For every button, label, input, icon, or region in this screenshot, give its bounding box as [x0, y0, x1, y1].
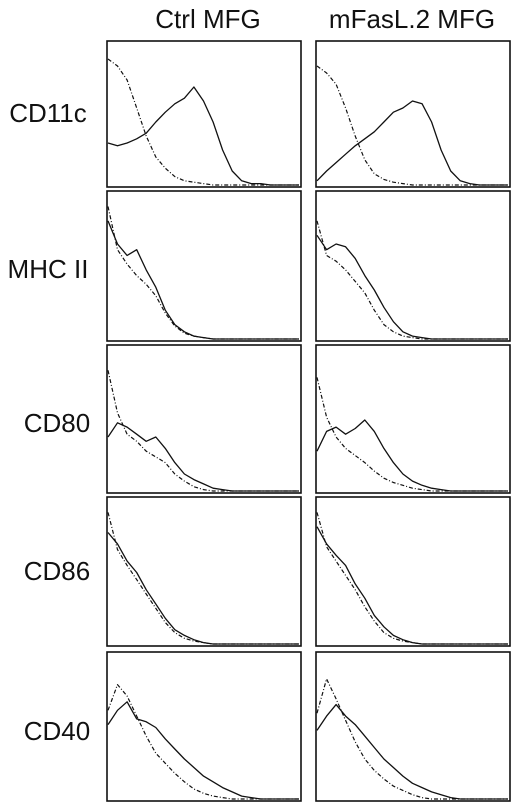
- panel-cd80-mfasl-2-mfg-frame: [315, 344, 511, 494]
- panel-cd11c-mfasl-2-mfg-frame: [315, 40, 511, 188]
- panel-cd86-mfasl-2-mfg-solid-histogram: [316, 526, 508, 645]
- panel-cd80-ctrl-mfg-frame: [106, 344, 302, 494]
- panel-cd40-mfasl-2-mfg-frame: [315, 651, 511, 802]
- column-title-ctrl-mfg: Ctrl MFG: [155, 4, 260, 34]
- panel-mhc-ii-mfasl-2-mfg-dashed-histogram: [316, 220, 508, 340]
- panel-cd80-mfasl-2-mfg-solid-histogram: [316, 419, 508, 492]
- row-label-cd11c: CD11c: [9, 98, 87, 128]
- panel-cd86-mfasl-2-mfg-frame: [315, 496, 511, 647]
- panel-cd11c-ctrl-mfg-frame: [106, 40, 302, 188]
- panel-cd40-ctrl-mfg-frame: [106, 651, 302, 802]
- panel-cd80-ctrl-mfg-dashed-histogram: [107, 370, 299, 492]
- panel-mhc-ii-ctrl-mfg-dashed-histogram: [107, 206, 299, 340]
- panel-cd11c-mfasl-2-mfg-dashed-histogram: [316, 65, 508, 186]
- panel-cd40-mfasl-2-mfg-dashed-histogram: [316, 678, 508, 800]
- column-title-mfasl2-mfg: mFasL.2 MFG: [329, 4, 495, 34]
- panel-mhc-ii-mfasl-2-mfg-frame: [315, 190, 511, 342]
- row-label-cd86: CD86: [24, 556, 90, 586]
- panel-cd86-ctrl-mfg-dashed-histogram: [107, 512, 299, 645]
- panel-cd11c-ctrl-mfg-dashed-histogram: [107, 58, 299, 186]
- panel-cd80-mfasl-2-mfg-dashed-histogram: [316, 377, 508, 492]
- panel-cd86-ctrl-mfg-frame: [106, 496, 302, 647]
- row-label-cd80: CD80: [24, 408, 90, 438]
- row-label-mhc-ii: MHC II: [8, 254, 89, 284]
- row-label-cd40: CD40: [24, 716, 90, 746]
- histogram-panels: [106, 40, 511, 802]
- panel-mhc-ii-ctrl-mfg-frame: [106, 190, 302, 342]
- panel-cd40-ctrl-mfg-solid-histogram: [107, 701, 299, 800]
- panel-cd86-mfasl-2-mfg-dashed-histogram: [316, 512, 508, 645]
